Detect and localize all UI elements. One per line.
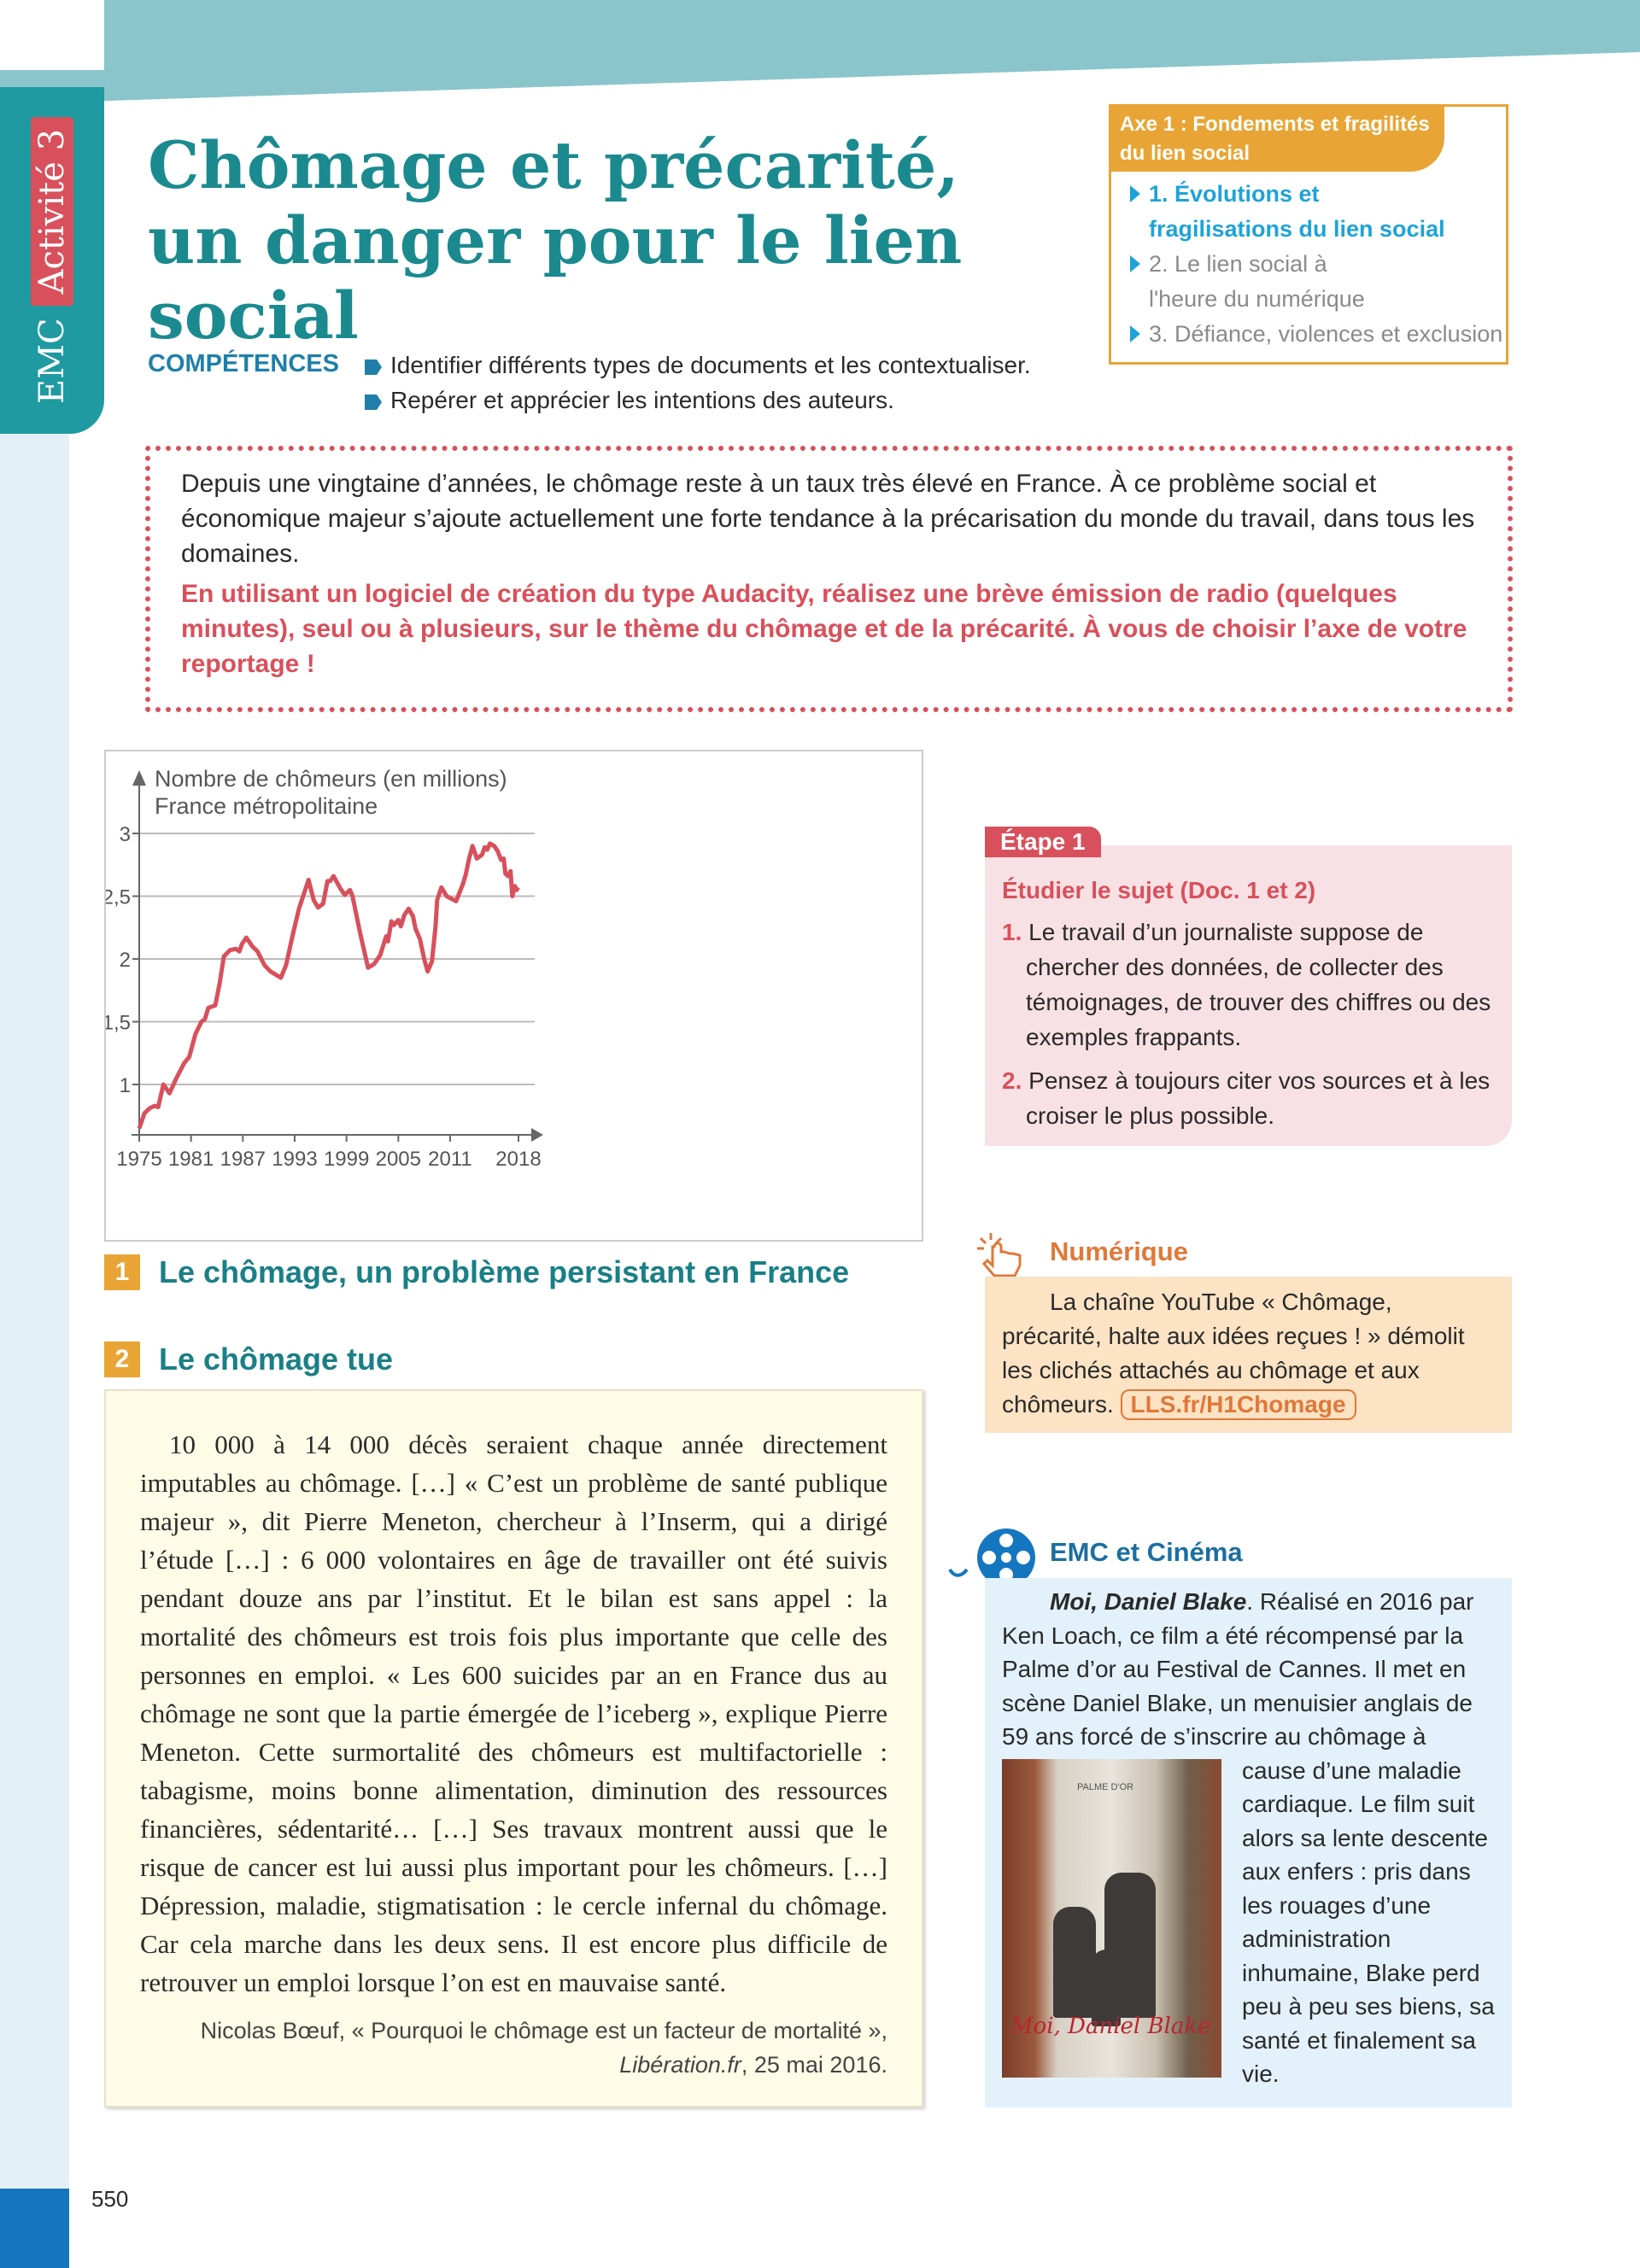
- film-description: . Réalisé en 2016 par Ken Loach, ce film…: [1002, 1588, 1495, 2087]
- numerique-link[interactable]: LLS.fr/H1Chomage: [1120, 1389, 1356, 1420]
- doc1-title: Le chômage, un problème persistant en Fr…: [159, 1254, 850, 1289]
- click-hand-icon: [974, 1230, 1034, 1284]
- source-date: , 25 mai 2016.: [741, 2052, 887, 2078]
- source-title: Nicolas Bœuf, « Pourquoi le chômage est …: [200, 2018, 887, 2043]
- x-axis-arrow: [531, 1128, 543, 1142]
- film-title: Moi, Daniel Blake: [1050, 1588, 1247, 1615]
- intro-box: Depuis une vingtaine d’années, le chômag…: [145, 446, 1513, 712]
- doc2-source: Nicolas Bœuf, « Pourquoi le chômage est …: [140, 2014, 887, 2082]
- y-tick-label: 3: [120, 823, 131, 846]
- unemployment-chart: Nombre de chômeurs (en millions) France …: [102, 750, 923, 1242]
- y-tick-label: 1: [120, 1074, 131, 1097]
- chart-title: Nombre de chômeurs (en millions): [155, 766, 507, 792]
- item-number: 2.: [1002, 1067, 1022, 1094]
- numerique-box: La chaîne YouTube « Chômage, précarité, …: [985, 1277, 1512, 1433]
- competence-item: Identifier différents types de documents…: [365, 352, 1031, 379]
- poster-logo: Moi, Daniel Blake: [1010, 2013, 1211, 2039]
- etape-item: 2. Pensez à toujours citer vos sources e…: [1002, 1063, 1495, 1133]
- x-tick-label: 2018: [495, 1148, 541, 1171]
- cinema-box: PALME D'OR Moi, Daniel Blake Moi, Daniel …: [985, 1578, 1512, 2107]
- y-tick-label: 1,5: [106, 1012, 131, 1035]
- intro-text: Depuis une vingtaine d’années, le chômag…: [181, 470, 1475, 568]
- competences-label: COMPÉTENCES: [148, 350, 339, 377]
- item-text: Pensez à toujours citer vos sources et à…: [1026, 1067, 1491, 1129]
- x-tick-label: 2005: [376, 1148, 421, 1171]
- cinema-title: EMC et Cinéma: [1050, 1537, 1243, 1567]
- film-poster: PALME D'OR Moi, Daniel Blake: [1002, 1759, 1221, 2078]
- doc-number: 1: [104, 1254, 140, 1290]
- etape-item: 1. Le travail d’un journaliste suppose d…: [1002, 915, 1495, 1055]
- x-tick-label: 1975: [116, 1148, 161, 1171]
- item-number: 1.: [1002, 919, 1022, 945]
- doc1-heading: 1 Le chômage, un problème persistant en F…: [104, 1254, 849, 1290]
- emc-activity-tab: EMC Activité 3: [0, 87, 104, 434]
- etape-subtitle: Étudier le sujet (Doc. 1 et 2): [1002, 877, 1316, 903]
- x-tick-label: 1981: [168, 1148, 214, 1171]
- unemployment-line: [137, 841, 520, 1130]
- top-corner: [0, 0, 104, 70]
- doc2-body: 10 000 à 14 000 décès seraient chaque an…: [140, 1429, 887, 1997]
- doc2-text-box: 10 000 à 14 000 décès seraient chaque an…: [104, 1389, 923, 2107]
- etape-box: Étudier le sujet (Doc. 1 et 2) 1. Le tra…: [985, 845, 1512, 1146]
- y-tick-label: 2: [120, 949, 131, 972]
- etape-tag: Étape 1: [985, 827, 1101, 857]
- axe-item-3[interactable]: 3. Défiance, violences et exclusion: [1111, 317, 1506, 352]
- page-number: 550: [91, 2186, 129, 2212]
- film-reel-icon: [946, 1527, 1042, 1595]
- chart-svg: Nombre de chômeurs (en millions) France …: [102, 766, 543, 1171]
- chart-subtitle: France métropolitaine: [155, 793, 378, 819]
- doc2-heading: 2 Le chômage tue: [104, 1342, 393, 1377]
- page-title: Chômage et précarité, un danger pour le …: [148, 127, 963, 354]
- item-text: Le travail d’un journaliste suppose de c…: [1026, 919, 1491, 1050]
- axe-item-1[interactable]: 1. Évolutions et fragilisations du lien …: [1111, 177, 1506, 247]
- activity-label: Activité 3: [31, 116, 73, 307]
- intro-task: En utilisant un logiciel de création du …: [181, 580, 1467, 678]
- axe-box: Axe 1 : Fondements et fragilités du lien…: [1109, 104, 1508, 365]
- y-tick-label: 2,5: [106, 886, 131, 909]
- poster-award: PALME D'OR: [1077, 1782, 1134, 1792]
- x-tick-label: 2011: [428, 1148, 472, 1171]
- top-band: [0, 0, 1640, 104]
- bottom-corner-block: [0, 2189, 69, 2268]
- doc2-title: Le chômage tue: [159, 1342, 394, 1377]
- competence-item: Repérer et apprécier les intentions des …: [365, 387, 894, 414]
- subject-label: EMC: [32, 318, 72, 405]
- axe-header: Axe 1 : Fondements et fragilités du lien…: [1111, 107, 1444, 172]
- x-tick-label: 1993: [272, 1148, 317, 1171]
- numerique-title: Numérique: [1050, 1236, 1188, 1266]
- axe-item-2[interactable]: 2. Le lien social à l'heure du numérique: [1111, 247, 1506, 317]
- x-tick-label: 1999: [324, 1148, 369, 1171]
- cinema-text: Moi, Daniel Blake. Réalisé en 2016 par K…: [1002, 1585, 1495, 2091]
- numerique-text: La chaîne YouTube « Chômage, précarité, …: [1002, 1289, 1465, 1418]
- y-axis-arrow: [132, 770, 146, 786]
- doc-number: 2: [104, 1342, 140, 1377]
- source-publication: Libération.fr: [619, 2052, 741, 2078]
- x-tick-label: 1987: [220, 1148, 266, 1171]
